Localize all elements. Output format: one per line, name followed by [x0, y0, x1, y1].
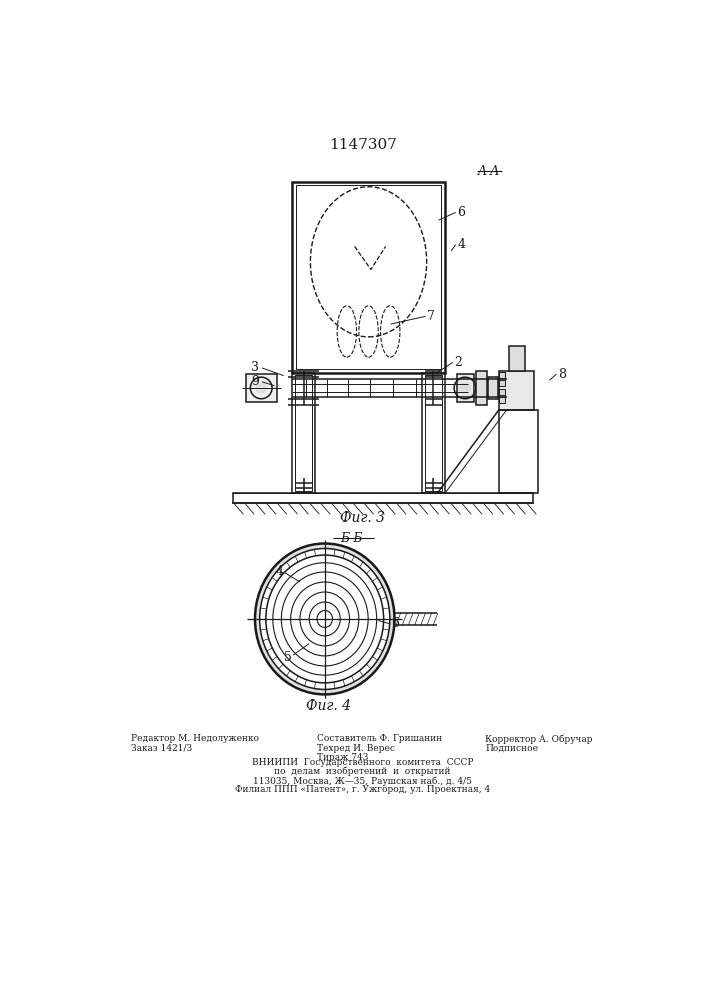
Bar [499, 380, 506, 386]
Ellipse shape [255, 544, 395, 694]
Bar [457, 374, 474, 402]
Text: 1147307: 1147307 [329, 138, 397, 152]
Bar [425, 375, 442, 491]
Text: Корректор А. Обручар: Корректор А. Обручар [485, 734, 592, 744]
Bar [489, 377, 498, 399]
Bar [499, 372, 506, 378]
Bar [292, 182, 445, 373]
Text: Подписное: Подписное [485, 744, 538, 753]
Bar [509, 346, 525, 371]
Text: Редактор М. Недолуженко: Редактор М. Недолуженко [131, 734, 259, 743]
Circle shape [460, 383, 470, 393]
Text: ВНИИПИ  Государственного  комитета  СССР: ВНИИПИ Государственного комитета СССР [252, 758, 474, 767]
Bar [233, 493, 533, 503]
Bar [246, 374, 276, 402]
Text: 9: 9 [251, 375, 259, 388]
Text: Техред И. Верес: Техред И. Верес [317, 744, 395, 753]
Circle shape [256, 383, 267, 393]
Text: Б-Б: Б-Б [341, 532, 363, 545]
Text: Составитель Ф. Гришанин: Составитель Ф. Гришанин [317, 734, 443, 743]
Text: Фиг. 4: Фиг. 4 [306, 699, 351, 713]
Text: по  делам  изобретений  и  открытий: по делам изобретений и открытий [274, 767, 451, 776]
Text: Филиал ППП «Патент», г. Ужгород, ул. Проектная, 4: Филиал ППП «Патент», г. Ужгород, ул. Про… [235, 785, 491, 794]
Text: Заказ 1421/3: Заказ 1421/3 [131, 744, 192, 753]
Text: 7: 7 [427, 310, 435, 323]
Text: 4: 4 [457, 238, 465, 251]
Ellipse shape [259, 549, 390, 689]
Bar [499, 410, 538, 493]
Text: Фиг. 3: Фиг. 3 [340, 511, 385, 525]
Text: 4: 4 [276, 565, 284, 578]
Bar [296, 185, 441, 369]
Text: 3: 3 [251, 361, 259, 374]
Text: A-A: A-A [478, 165, 501, 178]
Bar [499, 397, 506, 403]
Text: 6: 6 [391, 617, 399, 630]
Text: 2: 2 [454, 356, 462, 369]
Bar [499, 389, 506, 395]
Text: 8: 8 [558, 368, 566, 381]
Ellipse shape [266, 555, 384, 683]
Text: 6: 6 [457, 206, 465, 219]
Text: 113035, Москва, Ж—35, Раушская наб., д. 4/5: 113035, Москва, Ж—35, Раушская наб., д. … [253, 776, 472, 786]
Bar [476, 371, 486, 405]
Bar [292, 373, 315, 493]
Text: 5: 5 [284, 651, 291, 664]
Bar [421, 373, 445, 493]
Bar [296, 375, 312, 491]
Bar [499, 371, 534, 410]
Text: Тираж 743: Тираж 743 [317, 753, 368, 762]
